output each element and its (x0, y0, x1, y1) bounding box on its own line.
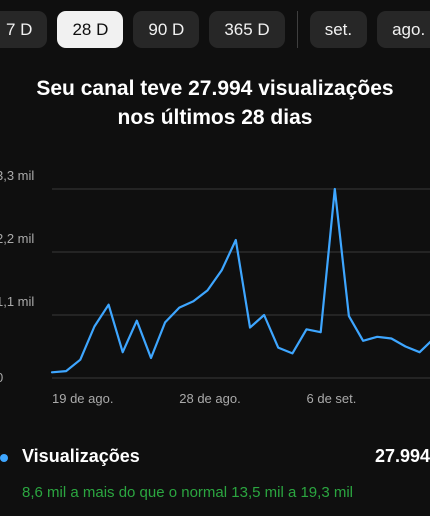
legend-value: 27.994 (374, 446, 430, 466)
data-point (362, 340, 364, 342)
data-point (249, 327, 251, 329)
views-line-chart[interactable]: 0 1,1 mil 2,2 mil 3,3 mil 19 de ago. 28 de ag… (0, 170, 430, 410)
data-point (79, 359, 81, 361)
data-point (150, 357, 152, 359)
comparison-text: 8,6 mil a mais do que o normal 13,5 mil … (22, 484, 353, 501)
data-point (235, 239, 237, 241)
y-tick-label: 2,2 mil (0, 231, 34, 246)
legend-row: Visualizações 27.994 (0, 446, 430, 472)
data-point (334, 188, 336, 190)
chip-divider (296, 11, 298, 48)
data-point (192, 300, 194, 302)
month-chip-september[interactable]: set. (309, 11, 368, 48)
data-point (221, 269, 223, 271)
x-tick-label: 28 de ago. (179, 391, 240, 406)
data-point (277, 347, 279, 349)
summary-headline: Seu canal teve 27.994 visualizações nos … (0, 74, 430, 132)
data-point (164, 321, 166, 323)
data-point (93, 325, 95, 327)
x-tick-label: 6 de set. (307, 391, 357, 406)
data-point (306, 328, 308, 330)
summary-headline-line2: nos últimos 28 dias (117, 106, 313, 129)
data-point (65, 370, 67, 372)
range-chip-7d[interactable]: 7 D (0, 11, 48, 48)
y-tick-label: 1,1 mil (0, 294, 34, 309)
x-tick-label: 19 de ago. (52, 391, 113, 406)
series-line-views (50, 187, 430, 374)
y-tick-label: 0 (0, 370, 3, 385)
data-point (207, 289, 209, 291)
month-chip-august[interactable]: ago. (377, 11, 430, 48)
series-dot-icon (0, 454, 8, 462)
y-tick-label: 3,3 mil (0, 170, 34, 183)
data-point (51, 371, 53, 373)
data-point (419, 351, 421, 353)
summary-headline-line1: Seu canal teve 27.994 visualizações (36, 77, 394, 100)
data-point (108, 304, 110, 306)
date-range-selector: 7 D 28 D 90 D 365 D set. ago. (0, 11, 430, 48)
data-point (320, 331, 322, 333)
data-point (291, 352, 293, 354)
data-point (122, 351, 124, 353)
data-point (376, 336, 378, 338)
data-point (348, 315, 350, 317)
range-chip-28d[interactable]: 28 D (57, 11, 124, 48)
data-point (390, 337, 392, 339)
data-point (178, 307, 180, 309)
data-point (136, 320, 138, 322)
range-chip-365d[interactable]: 365 D (209, 11, 285, 48)
data-point (263, 314, 265, 316)
range-chip-90d[interactable]: 90 D (133, 11, 200, 48)
legend-label: Visualizações (22, 446, 140, 466)
data-point (405, 346, 407, 348)
